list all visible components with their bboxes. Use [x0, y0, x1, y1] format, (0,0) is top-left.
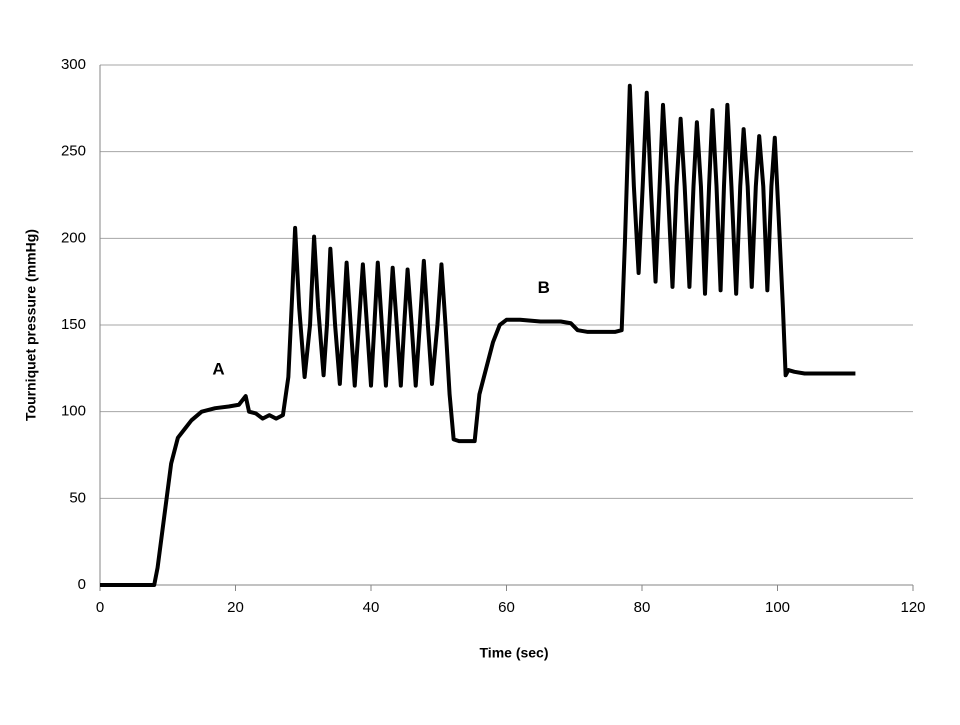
x-tick-label: 120 — [900, 599, 925, 616]
y-tick-label: 250 — [61, 143, 86, 160]
data-line — [100, 83, 856, 587]
y-tick-label: 0 — [78, 576, 86, 593]
y-tick-label: 50 — [69, 489, 86, 506]
x-tick-label: 0 — [96, 599, 104, 616]
x-tick-label: 40 — [363, 599, 380, 616]
y-tick-label: 300 — [61, 56, 86, 73]
y-tick-label: 100 — [61, 403, 86, 420]
x-tick-label: 100 — [765, 599, 790, 616]
x-tick-label: 20 — [227, 599, 244, 616]
annotation: A — [212, 360, 224, 379]
x-tick-label: 60 — [498, 599, 515, 616]
x-axis-title: Time (sec) — [480, 645, 549, 661]
y-axis-title: Tourniquet pressure (mmHg) — [23, 229, 39, 421]
y-tick-label: 200 — [61, 229, 86, 246]
y-tick-label: 150 — [61, 316, 86, 333]
x-tick-label: 80 — [634, 599, 651, 616]
annotation: B — [538, 278, 550, 297]
